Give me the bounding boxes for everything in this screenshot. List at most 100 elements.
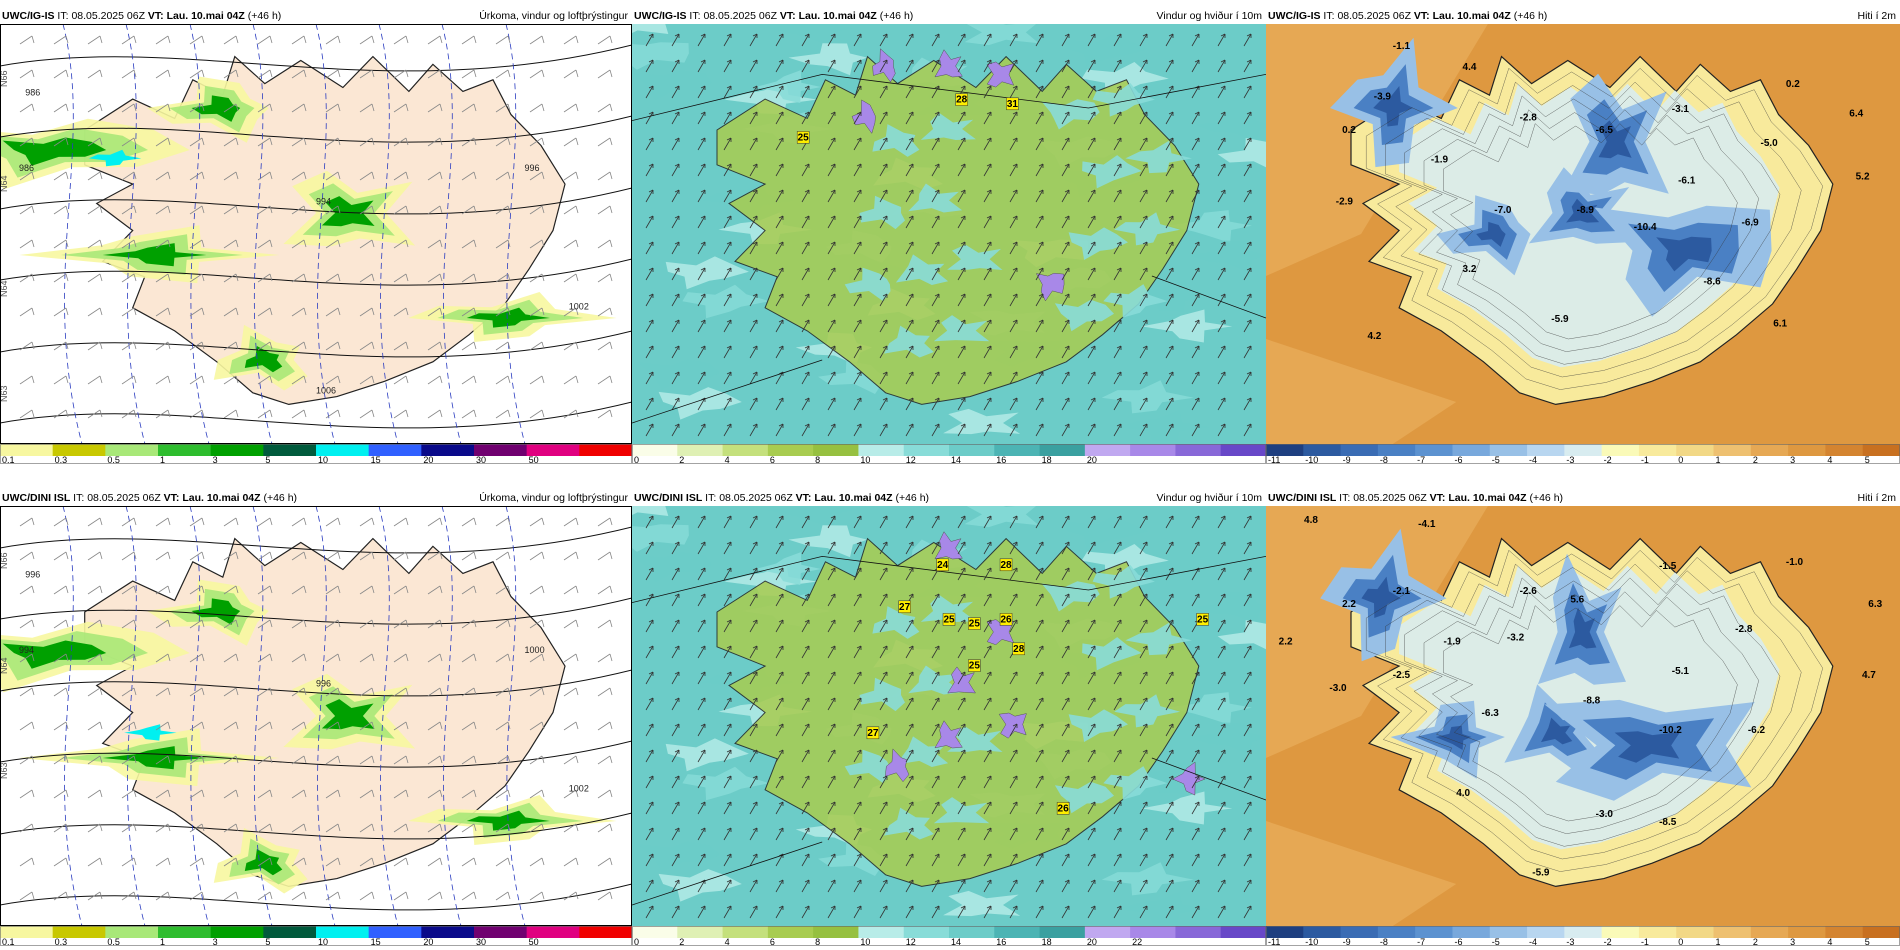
temperature-value: -2.5 (1393, 670, 1411, 681)
wind-barb (257, 239, 273, 249)
wind-barb (189, 619, 205, 629)
wind-arrow (697, 423, 706, 437)
wind-speed-area (933, 797, 990, 824)
wind-arrow (827, 241, 836, 255)
wind-arrow (775, 775, 784, 789)
isobar-label: 986 (19, 163, 34, 173)
wind-arrow (1217, 567, 1226, 581)
wind-barb (155, 755, 171, 765)
wind-arrow (645, 619, 654, 633)
wind-arrow (801, 645, 810, 659)
wind-barb (529, 823, 545, 833)
wind-arrow (1191, 293, 1200, 307)
wind-barb (393, 619, 409, 629)
wind-barb (597, 687, 613, 697)
wind-arrow (645, 827, 654, 841)
temperature-value: -1.1 (1393, 41, 1411, 52)
wind-arrow (1035, 593, 1044, 607)
wind-speed-area (682, 766, 770, 801)
wind-barb (291, 721, 307, 731)
wind-barb (597, 823, 613, 833)
colorbar-swatch (368, 926, 422, 938)
wind-barb (495, 755, 511, 765)
precip-area-heavy (2, 640, 107, 669)
wind-arrow (1165, 163, 1174, 177)
colorbar-swatch (903, 926, 950, 938)
wind-barb (325, 517, 341, 527)
wind-barb (189, 103, 205, 113)
wind-arrow (697, 85, 706, 99)
wind-speed-area (859, 195, 905, 230)
wind-arrow (983, 397, 992, 411)
colorbar-swatch (677, 444, 724, 456)
wind-arrow (1217, 645, 1226, 659)
wind-arrow (1113, 189, 1122, 203)
wind-barb (495, 891, 511, 901)
wind-arrow (1217, 749, 1226, 763)
wind-barb (461, 857, 477, 867)
wind-barb (359, 517, 375, 527)
gust-area (934, 531, 963, 560)
temperature-value: 3.2 (1463, 264, 1477, 275)
wind-arrow (1113, 163, 1122, 177)
wind-arrow (645, 515, 654, 529)
colorbar-tick: 5 (265, 937, 270, 946)
wind-barb (325, 823, 341, 833)
wind-barb (121, 857, 137, 867)
wind-arrow (671, 567, 680, 581)
wind-arrow (671, 137, 680, 151)
wind-arrow (645, 645, 654, 659)
wind-barb (563, 341, 579, 351)
wind-barb (223, 653, 239, 663)
wind-arrow (853, 189, 862, 203)
wind-arrow (645, 189, 654, 203)
wind-barb (427, 721, 443, 731)
wind-arrow (801, 853, 810, 867)
wind-arrow (1061, 775, 1070, 789)
wind-arrow (905, 567, 914, 581)
wind-arrow (671, 189, 680, 203)
wind-barb (427, 551, 443, 561)
wind-arrow (1191, 515, 1200, 529)
wind-barb (563, 687, 579, 697)
wind-barb (427, 585, 443, 595)
wind-arrow (983, 593, 992, 607)
wind-barb (393, 517, 409, 527)
wind-barb (393, 307, 409, 317)
wind-arrow (1139, 801, 1148, 815)
wind-arrow (1113, 33, 1122, 47)
wind-arrow (931, 853, 940, 867)
colorbar-swatch (722, 444, 769, 456)
wind-arrow (1217, 319, 1226, 333)
colorbar-swatch (263, 444, 317, 456)
gust-value: 27 (867, 728, 879, 739)
panel-title: Úrkoma, vindur og loftþrýstingur (479, 10, 628, 22)
wind-arrow (1061, 397, 1070, 411)
panel-title: Vindur og hviður í 10m (1156, 10, 1262, 22)
it-value: 08.05.2025 06Z (87, 492, 161, 504)
wind-barb (87, 409, 103, 419)
wind-barb (19, 375, 35, 385)
wind-barb (427, 239, 443, 249)
wind-arrow (697, 371, 706, 385)
gust-value: 25 (1197, 614, 1209, 625)
colorbar-tick: -1 (1641, 937, 1649, 946)
colorbar-swatch (1130, 444, 1176, 456)
it-label: IT: (705, 492, 717, 504)
wind-barb (563, 517, 579, 527)
gust-area (998, 712, 1027, 739)
wind-barb (291, 171, 307, 181)
wind-arrow (801, 215, 810, 229)
wind-arrow (1217, 541, 1226, 555)
wind-barb (121, 171, 137, 181)
wind-barb (461, 755, 477, 765)
wind-speed-area (788, 43, 868, 76)
wind-barb (597, 517, 613, 527)
colorbar-swatch (0, 444, 54, 456)
colorbar-swatch (210, 926, 264, 938)
vt-value: Lau. 10.mai 04Z (166, 10, 245, 22)
wind-barb (155, 239, 171, 249)
wind-speed-area (632, 24, 669, 34)
wind-arrow (1113, 593, 1122, 607)
wind-arrow (1113, 85, 1122, 99)
